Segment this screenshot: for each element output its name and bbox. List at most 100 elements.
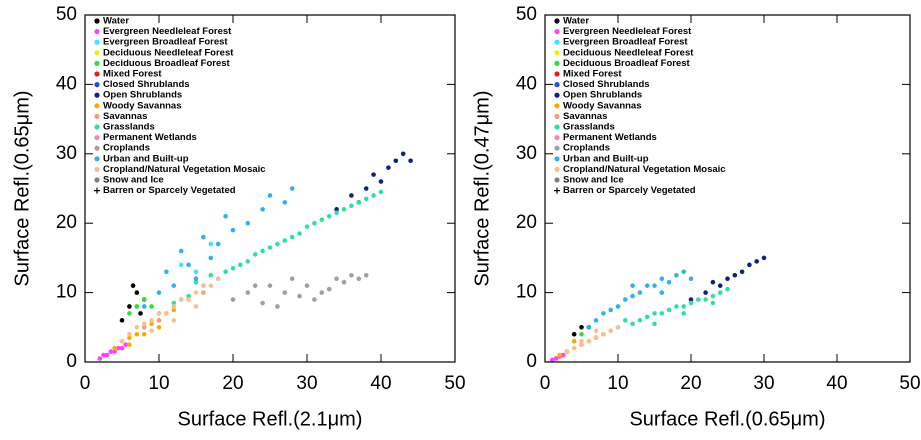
point <box>579 325 584 330</box>
point <box>732 272 738 278</box>
point <box>186 293 191 299</box>
plot-frame <box>544 14 911 363</box>
point <box>238 262 243 268</box>
point <box>223 269 228 275</box>
point <box>171 304 177 309</box>
legend-label: Open Shrublands <box>103 90 182 101</box>
point <box>349 193 354 198</box>
legend-label: Evergreen Needleleaf Forest <box>103 26 232 37</box>
x-axis-title: Surface Refl.(2.1μm) <box>178 408 363 430</box>
point <box>178 262 184 268</box>
x-tick-label: 0 <box>540 373 551 394</box>
point <box>252 283 258 288</box>
point <box>400 151 406 157</box>
legend-label: Cropland/Natural Vegetation Mosaic <box>563 164 726 175</box>
legend-marker <box>554 113 560 119</box>
point <box>747 262 752 268</box>
point <box>571 331 577 337</box>
point <box>386 165 391 170</box>
legend-marker <box>554 71 560 77</box>
legend-marker <box>554 29 560 35</box>
legend-marker <box>94 18 100 24</box>
point <box>623 318 628 323</box>
point <box>571 345 577 351</box>
point <box>127 304 132 309</box>
legend-marker <box>94 124 100 130</box>
y-tick-label: 10 <box>56 282 77 303</box>
point <box>349 203 354 209</box>
legend-marker <box>94 166 100 172</box>
point <box>245 220 251 226</box>
point <box>593 335 599 341</box>
point <box>156 318 162 323</box>
point <box>208 255 214 261</box>
point <box>267 193 273 198</box>
point <box>101 352 106 358</box>
x-tick-label: 30 <box>753 373 774 394</box>
panel: 0 10 20 30 40 50 0 10 20 30 40 50 Surface Refl.(0.65… <box>471 4 920 430</box>
point <box>363 272 369 278</box>
legend-label: Deciduous Needleleaf Forest <box>563 47 694 58</box>
point <box>674 272 679 278</box>
point <box>371 193 376 198</box>
point <box>127 311 132 316</box>
point <box>230 227 236 233</box>
panel: 0 10 20 30 40 50 0 10 20 30 40 50 Surface Refl.(2.1μ… <box>11 4 465 430</box>
x-tick-label: 10 <box>607 373 628 394</box>
point <box>201 234 206 240</box>
point <box>138 311 143 316</box>
point <box>341 279 347 285</box>
y-tick-label: 0 <box>66 351 77 372</box>
point <box>141 331 147 337</box>
point <box>223 213 228 219</box>
point <box>623 297 628 302</box>
point <box>149 304 154 309</box>
point <box>149 328 154 334</box>
point <box>601 331 606 337</box>
point <box>644 283 650 288</box>
legend-label: Barren or Sparcely Vegetated <box>563 185 696 196</box>
legend-marker <box>554 166 560 172</box>
point <box>739 269 745 275</box>
point <box>304 224 310 229</box>
point <box>630 293 635 299</box>
point <box>164 269 169 275</box>
point <box>319 217 325 223</box>
legend-marker <box>554 187 560 194</box>
point <box>156 311 162 316</box>
point <box>260 207 265 212</box>
legend-marker <box>554 18 560 24</box>
point <box>134 325 140 330</box>
legend-label: Permanent Wetlands <box>563 132 657 143</box>
point <box>630 283 635 288</box>
point <box>703 297 708 302</box>
legend-marker <box>554 124 560 130</box>
legend-label: Urban and Built-up <box>103 153 189 164</box>
plot-frame <box>84 14 456 363</box>
point <box>371 172 376 177</box>
point <box>178 297 184 302</box>
legend-label: Savannas <box>103 111 147 122</box>
point <box>119 338 125 344</box>
point <box>186 262 191 268</box>
x-tick-label: 10 <box>148 373 169 394</box>
y-tick-label: 10 <box>516 282 537 303</box>
legend-label: Open Shrublands <box>563 90 642 101</box>
point <box>245 259 251 264</box>
y-tick-label: 30 <box>516 143 537 164</box>
point <box>123 342 128 347</box>
point <box>550 357 555 363</box>
y-axis-title: Surface Refl.(0.65μm) <box>11 90 33 286</box>
point <box>193 276 199 282</box>
point <box>171 318 177 323</box>
point <box>319 290 325 295</box>
point <box>579 331 584 337</box>
point <box>193 279 199 285</box>
legend-label: Grasslands <box>103 122 155 133</box>
point <box>725 276 730 282</box>
point <box>710 279 716 285</box>
x-tick-label: 50 <box>444 373 465 394</box>
legend-marker <box>94 187 100 194</box>
legend-marker <box>94 60 100 66</box>
